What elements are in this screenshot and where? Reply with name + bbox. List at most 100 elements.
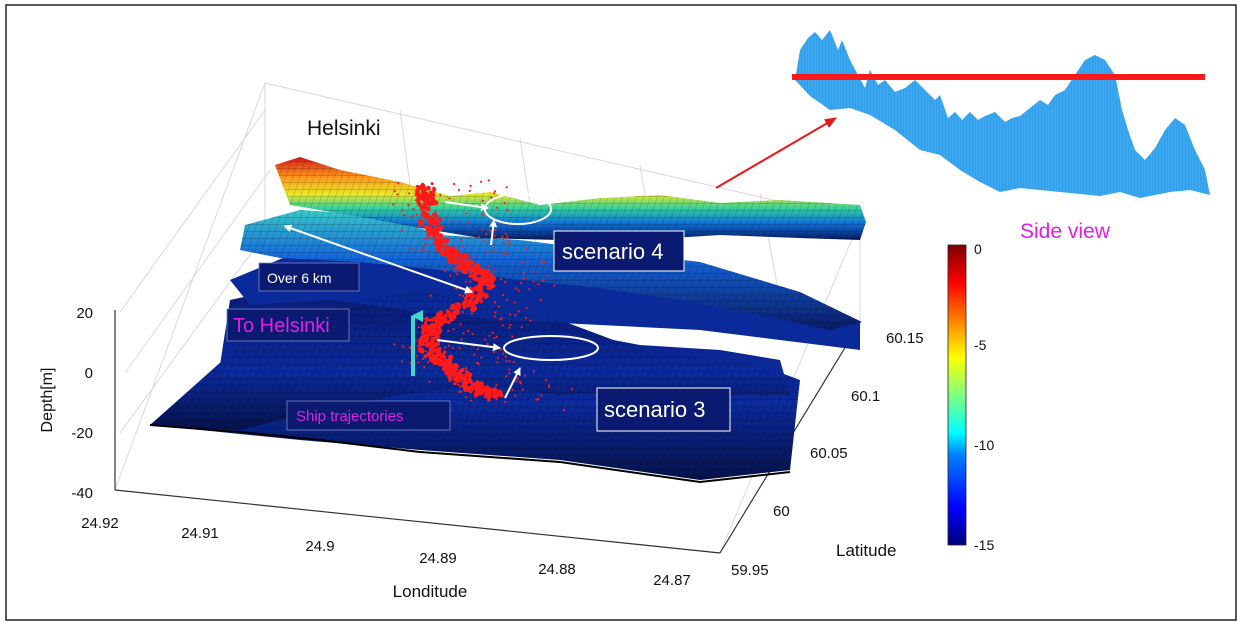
trajectory-point xyxy=(469,184,472,187)
trajectory-point xyxy=(400,360,403,363)
trajectory-point xyxy=(453,182,456,186)
trajectory-point xyxy=(484,338,487,341)
trajectory-point xyxy=(393,343,396,346)
trajectory-point xyxy=(487,387,493,393)
trajectory-point xyxy=(532,280,535,283)
annotation-arrows xyxy=(283,193,599,399)
trajectory-point xyxy=(489,281,494,285)
colorbar-tick: 0 xyxy=(974,241,982,257)
trajectory-point xyxy=(430,349,434,353)
trajectory-point xyxy=(477,362,480,366)
trajectory-point xyxy=(457,383,460,386)
trajectory-point xyxy=(460,338,463,341)
trajectory-point xyxy=(433,190,436,193)
trajectory-point xyxy=(459,390,462,393)
trajectory-point xyxy=(543,261,546,264)
trajectory-point xyxy=(431,193,436,198)
trajectory-point xyxy=(441,353,445,357)
trajectory-point xyxy=(459,323,462,326)
trajectory-point xyxy=(485,281,489,286)
trajectory-point xyxy=(499,348,502,351)
trajectory-point xyxy=(489,229,492,232)
trajectory-point xyxy=(435,228,439,232)
trajectory-point xyxy=(463,252,469,259)
trajectory-point xyxy=(504,355,507,358)
trajectory-point xyxy=(401,229,404,232)
trajectory-point xyxy=(447,313,450,316)
trajectory-point xyxy=(480,356,483,359)
trajectory-point xyxy=(485,391,489,396)
trajectory-point xyxy=(486,342,489,345)
trajectory-point xyxy=(432,186,436,191)
trajectory-point xyxy=(456,307,460,311)
y-axis-label: Latitude xyxy=(836,541,897,560)
trajectory-point xyxy=(465,367,468,370)
x-tick: 24.87 xyxy=(653,572,691,589)
trajectory-point xyxy=(420,249,423,252)
trajectory-point xyxy=(428,348,431,351)
trajectory-point xyxy=(514,394,517,397)
trajectory-point xyxy=(478,291,481,294)
y-axis-ticks: 59.95 60 60.05 60.1 60.15 xyxy=(731,330,924,579)
trajectory-point xyxy=(435,353,440,358)
trajectory-point xyxy=(480,180,483,183)
trajectory-point xyxy=(478,270,482,275)
trajectory-point xyxy=(522,271,525,275)
trajectory-point xyxy=(493,270,496,273)
trajectory-point xyxy=(447,310,451,314)
trajectory-point xyxy=(459,238,463,241)
trajectory-point xyxy=(485,385,489,388)
trajectory-point xyxy=(480,298,483,301)
trajectory-point xyxy=(445,362,450,367)
trajectory-point xyxy=(392,203,395,206)
trajectory-point xyxy=(542,279,545,282)
trajectory-point xyxy=(491,331,494,335)
trajectory-point xyxy=(535,398,538,401)
z-tick: -40 xyxy=(71,485,93,502)
trajectory-point xyxy=(426,220,431,225)
trajectory-point xyxy=(493,248,496,252)
trajectory-point xyxy=(427,233,430,236)
trajectory-point xyxy=(477,235,481,238)
trajectory-point xyxy=(402,345,405,348)
trajectory-point xyxy=(425,200,429,204)
trajectory-point xyxy=(438,346,442,351)
trajectory-point xyxy=(475,293,481,299)
trajectory-point xyxy=(466,258,471,263)
trajectory-point xyxy=(481,268,486,273)
trajectory-point xyxy=(475,285,480,290)
trajectory-point xyxy=(493,351,496,354)
trajectory-point xyxy=(456,309,460,314)
trajectory-point xyxy=(512,360,515,364)
trajectory-point xyxy=(506,298,509,301)
trajectory-point xyxy=(427,215,432,221)
trajectory-point xyxy=(463,266,466,269)
trajectory-point xyxy=(434,242,438,245)
trajectory-point xyxy=(441,315,446,320)
z-tick: -20 xyxy=(71,425,93,442)
trajectory-point xyxy=(467,266,470,269)
trajectory-point xyxy=(415,184,419,188)
trajectory-point xyxy=(453,268,456,271)
trajectory-point xyxy=(460,380,463,383)
trajectory-point xyxy=(424,343,429,348)
trajectory-point xyxy=(491,276,496,282)
trajectory-point xyxy=(420,212,425,217)
over-6km-arrow xyxy=(283,224,473,294)
scenario3-ellipse xyxy=(503,335,599,361)
trajectory-point xyxy=(447,329,450,332)
trajectory-point xyxy=(415,199,418,202)
trajectory-point xyxy=(419,206,424,211)
trajectory-point xyxy=(483,240,486,243)
colorbar xyxy=(947,244,967,546)
trajectory-point xyxy=(448,360,453,365)
trajectory-point xyxy=(521,388,525,391)
trajectory-point xyxy=(463,373,468,378)
trajectory-point xyxy=(486,251,489,254)
trajectory-point xyxy=(422,357,425,360)
side-view-inset: Side view xyxy=(715,30,1210,243)
scenario3-arrow-b xyxy=(504,367,521,399)
trajectory-point xyxy=(415,313,418,316)
trajectory-point xyxy=(452,346,455,349)
x-tick: 24.89 xyxy=(419,550,457,567)
